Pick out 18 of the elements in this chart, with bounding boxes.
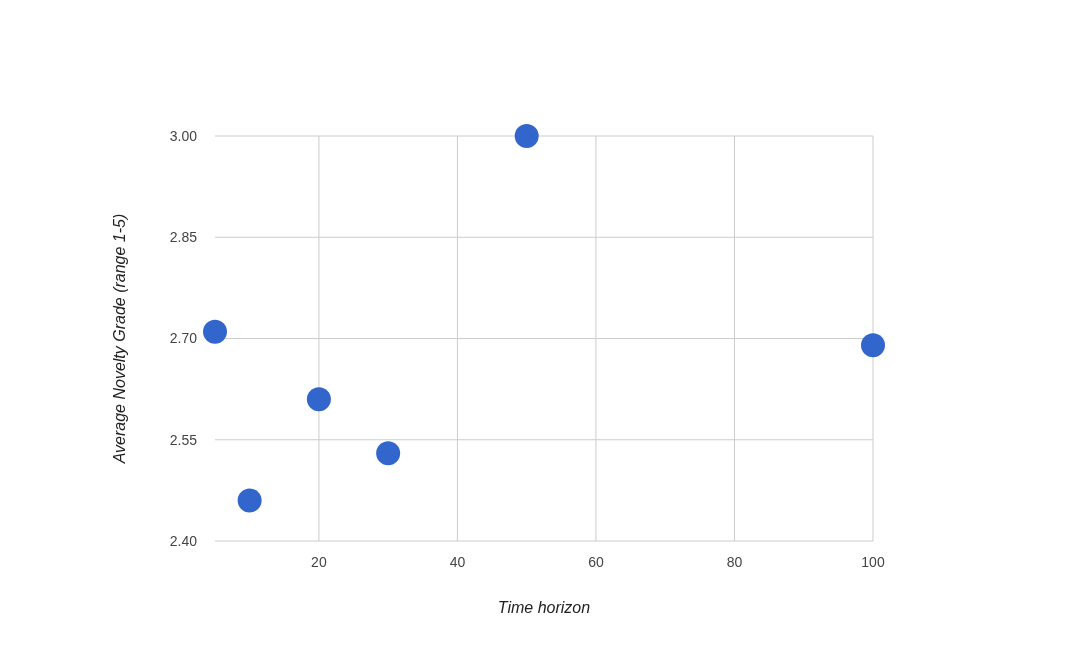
x-axis-title: Time horizon xyxy=(497,599,591,616)
x-tick-label: 60 xyxy=(588,553,604,570)
point xyxy=(237,488,262,513)
point xyxy=(376,441,401,466)
y-tick-label: 2.55 xyxy=(169,431,198,448)
x-tick-label: 100 xyxy=(861,553,885,570)
y-tick-label: 3.00 xyxy=(169,127,198,144)
x-tick-label: 20 xyxy=(311,553,327,570)
y-tick-label: 2.85 xyxy=(169,229,198,246)
x-tick-label: 80 xyxy=(726,553,743,570)
y-tick-label: 2.70 xyxy=(169,330,198,347)
point xyxy=(861,333,885,358)
y-tick-label: 2.40 xyxy=(169,532,198,549)
point xyxy=(203,319,227,344)
y-axis-title: Average Novelty Grade (range 1-5) xyxy=(110,213,128,465)
point xyxy=(306,387,331,412)
x-tick-label: 40 xyxy=(449,553,466,570)
point xyxy=(514,124,539,148)
